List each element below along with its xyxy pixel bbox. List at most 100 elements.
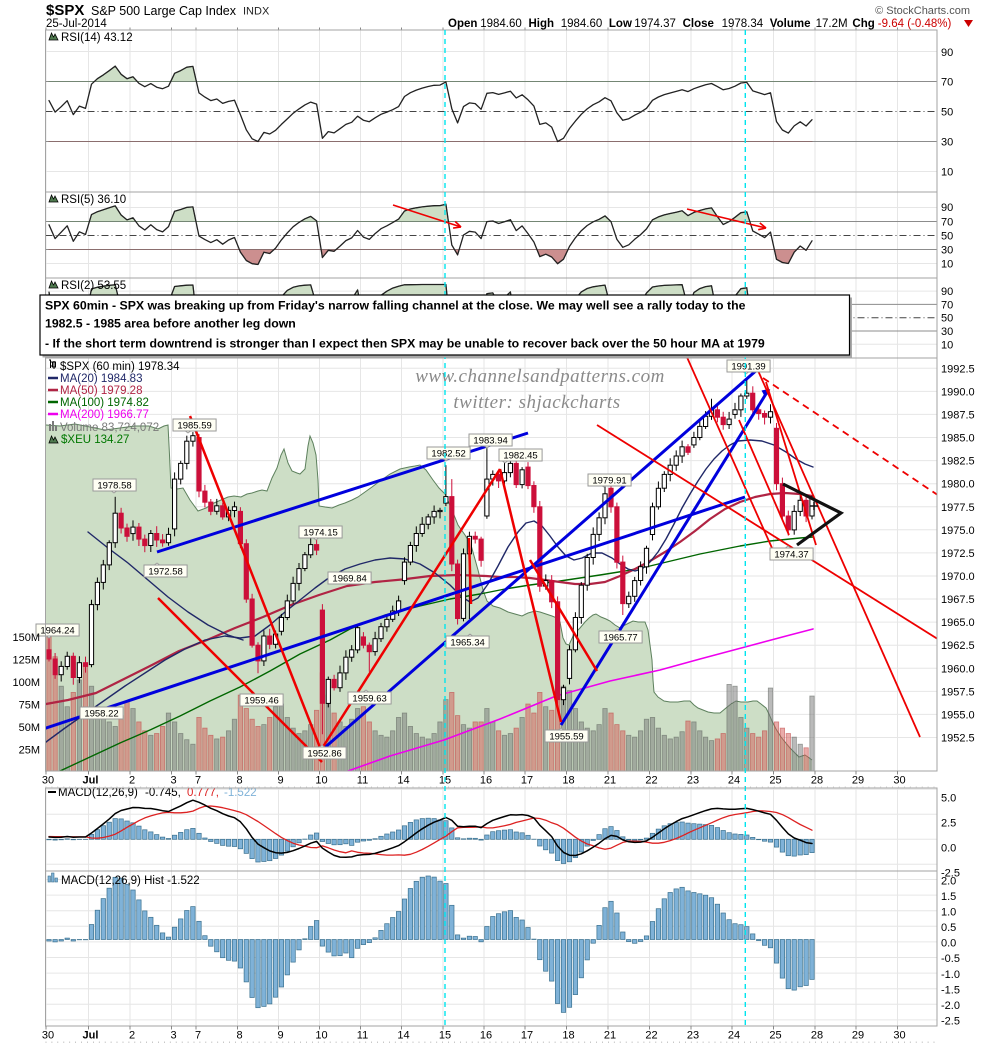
svg-text:5.0: 5.0 bbox=[941, 793, 956, 805]
svg-text:1974.37: 1974.37 bbox=[774, 550, 808, 561]
svg-text:1982.52: 1982.52 bbox=[431, 449, 465, 460]
svg-text:MA(100) 1974.82: MA(100) 1974.82 bbox=[60, 397, 149, 409]
svg-text:25-Jul-2014: 25-Jul-2014 bbox=[46, 18, 107, 30]
svg-text:0.0: 0.0 bbox=[941, 938, 956, 950]
svg-text:1959.63: 1959.63 bbox=[352, 694, 386, 705]
svg-text:30: 30 bbox=[941, 326, 953, 338]
svg-text:7: 7 bbox=[195, 775, 201, 787]
svg-text:90: 90 bbox=[941, 202, 953, 214]
svg-text:1952.5: 1952.5 bbox=[941, 733, 975, 745]
svg-text:1977.5: 1977.5 bbox=[941, 502, 975, 514]
svg-text:1978.34: 1978.34 bbox=[722, 18, 764, 30]
svg-text:1972.5: 1972.5 bbox=[941, 548, 975, 560]
svg-text:3: 3 bbox=[170, 775, 176, 787]
svg-text:© StockCharts.com: © StockCharts.com bbox=[875, 5, 970, 17]
svg-text:Low: Low bbox=[609, 18, 632, 30]
svg-text:50: 50 bbox=[941, 231, 953, 243]
svg-text:-0.5: -0.5 bbox=[941, 953, 960, 965]
svg-text:Jul: Jul bbox=[83, 1030, 99, 1042]
svg-text:24: 24 bbox=[728, 775, 740, 787]
svg-text:-0.745,: -0.745, bbox=[145, 787, 181, 799]
svg-text:10: 10 bbox=[941, 167, 953, 179]
svg-text:1965.34: 1965.34 bbox=[450, 638, 484, 649]
svg-text:1984.60: 1984.60 bbox=[480, 18, 522, 30]
svg-text:Volume: Volume bbox=[770, 18, 811, 30]
svg-text:15: 15 bbox=[439, 775, 451, 787]
svg-text:1974.37: 1974.37 bbox=[634, 18, 676, 30]
svg-text:9: 9 bbox=[277, 1030, 283, 1042]
svg-text:14: 14 bbox=[397, 775, 409, 787]
svg-text:10: 10 bbox=[315, 775, 327, 787]
svg-text:1955.59: 1955.59 bbox=[549, 732, 583, 743]
svg-text:90: 90 bbox=[941, 47, 953, 59]
svg-text:MA(20) 1984.83: MA(20) 1984.83 bbox=[60, 373, 142, 385]
svg-text:1962.5: 1962.5 bbox=[941, 640, 975, 652]
svg-text:1958.22: 1958.22 bbox=[84, 709, 118, 720]
svg-text:30: 30 bbox=[893, 1030, 905, 1042]
svg-text:RSI(14) 43.12: RSI(14) 43.12 bbox=[61, 32, 133, 44]
svg-text:1955.0: 1955.0 bbox=[941, 709, 975, 721]
svg-text:10: 10 bbox=[315, 1030, 327, 1042]
svg-text:2.0: 2.0 bbox=[941, 876, 956, 888]
svg-text:28: 28 bbox=[811, 775, 823, 787]
svg-text:1979.91: 1979.91 bbox=[592, 476, 626, 487]
svg-text:1.5: 1.5 bbox=[941, 891, 956, 903]
svg-text:1985.59: 1985.59 bbox=[177, 421, 211, 432]
svg-text:0.777,: 0.777, bbox=[187, 787, 219, 799]
svg-text:1969.84: 1969.84 bbox=[332, 574, 366, 585]
svg-text:1974.15: 1974.15 bbox=[303, 528, 337, 539]
svg-text:23: 23 bbox=[687, 775, 699, 787]
svg-text:www.channelsandpatterns.com: www.channelsandpatterns.com bbox=[415, 366, 665, 387]
svg-text:1952.86: 1952.86 bbox=[307, 749, 341, 760]
svg-text:90: 90 bbox=[941, 286, 953, 298]
svg-text:30: 30 bbox=[941, 137, 953, 149]
svg-text:1990.0: 1990.0 bbox=[941, 386, 975, 398]
svg-text:1987.5: 1987.5 bbox=[941, 409, 975, 421]
svg-text:22: 22 bbox=[645, 1030, 657, 1042]
svg-text:9: 9 bbox=[277, 775, 283, 787]
svg-text:11: 11 bbox=[357, 775, 368, 787]
svg-text:2.5: 2.5 bbox=[941, 818, 956, 830]
svg-text:1959.46: 1959.46 bbox=[244, 696, 278, 707]
svg-text:1.0: 1.0 bbox=[941, 907, 956, 919]
svg-text:29: 29 bbox=[852, 775, 864, 787]
svg-text:twitter: shjackcharts: twitter: shjackcharts bbox=[453, 392, 620, 413]
svg-text:1982.5 - 1985 area before anot: 1982.5 - 1985 area before another leg do… bbox=[45, 317, 296, 331]
svg-text:30: 30 bbox=[941, 245, 953, 257]
svg-text:MACD(12,26,9) Hist -1.522: MACD(12,26,9) Hist -1.522 bbox=[61, 875, 200, 887]
svg-text:29: 29 bbox=[852, 1030, 864, 1042]
svg-text:17: 17 bbox=[521, 775, 533, 787]
svg-text:30: 30 bbox=[42, 1030, 54, 1042]
svg-text:125M: 125M bbox=[12, 655, 40, 667]
svg-text:15: 15 bbox=[439, 1030, 451, 1042]
svg-text:11: 11 bbox=[357, 1030, 368, 1042]
svg-text:17.2M: 17.2M bbox=[816, 18, 848, 30]
svg-text:1970.0: 1970.0 bbox=[941, 571, 975, 583]
svg-text:21: 21 bbox=[604, 1030, 616, 1042]
svg-text:Jul: Jul bbox=[83, 775, 99, 787]
svg-text:2: 2 bbox=[129, 1030, 135, 1042]
svg-text:25: 25 bbox=[769, 1030, 781, 1042]
svg-text:$XEU 134.27: $XEU 134.27 bbox=[61, 434, 129, 446]
svg-text:1992.5: 1992.5 bbox=[941, 363, 975, 375]
svg-text:1985.0: 1985.0 bbox=[941, 433, 975, 445]
svg-text:1960.0: 1960.0 bbox=[941, 663, 975, 675]
svg-text:$SPX: $SPX bbox=[46, 2, 84, 19]
svg-text:75M: 75M bbox=[19, 700, 40, 712]
svg-text:50: 50 bbox=[941, 313, 953, 325]
svg-text:MACD(12,26,9): MACD(12,26,9) bbox=[58, 787, 138, 799]
svg-text:1983.94: 1983.94 bbox=[473, 436, 507, 447]
svg-text:0.5: 0.5 bbox=[941, 922, 956, 934]
svg-text:1957.5: 1957.5 bbox=[941, 686, 975, 698]
svg-text:18: 18 bbox=[562, 775, 574, 787]
svg-text:22: 22 bbox=[645, 775, 657, 787]
svg-text:1982.45: 1982.45 bbox=[503, 451, 537, 462]
svg-text:Open: Open bbox=[448, 18, 477, 30]
svg-text:25: 25 bbox=[769, 775, 781, 787]
svg-text:1991.39: 1991.39 bbox=[731, 362, 765, 373]
svg-text:- If the short term downtrend: - If the short term downtrend is stronge… bbox=[45, 337, 765, 351]
svg-text:16: 16 bbox=[480, 775, 492, 787]
svg-text:High: High bbox=[529, 18, 555, 30]
svg-text:100M: 100M bbox=[12, 677, 40, 689]
svg-text:1965.0: 1965.0 bbox=[941, 617, 975, 629]
